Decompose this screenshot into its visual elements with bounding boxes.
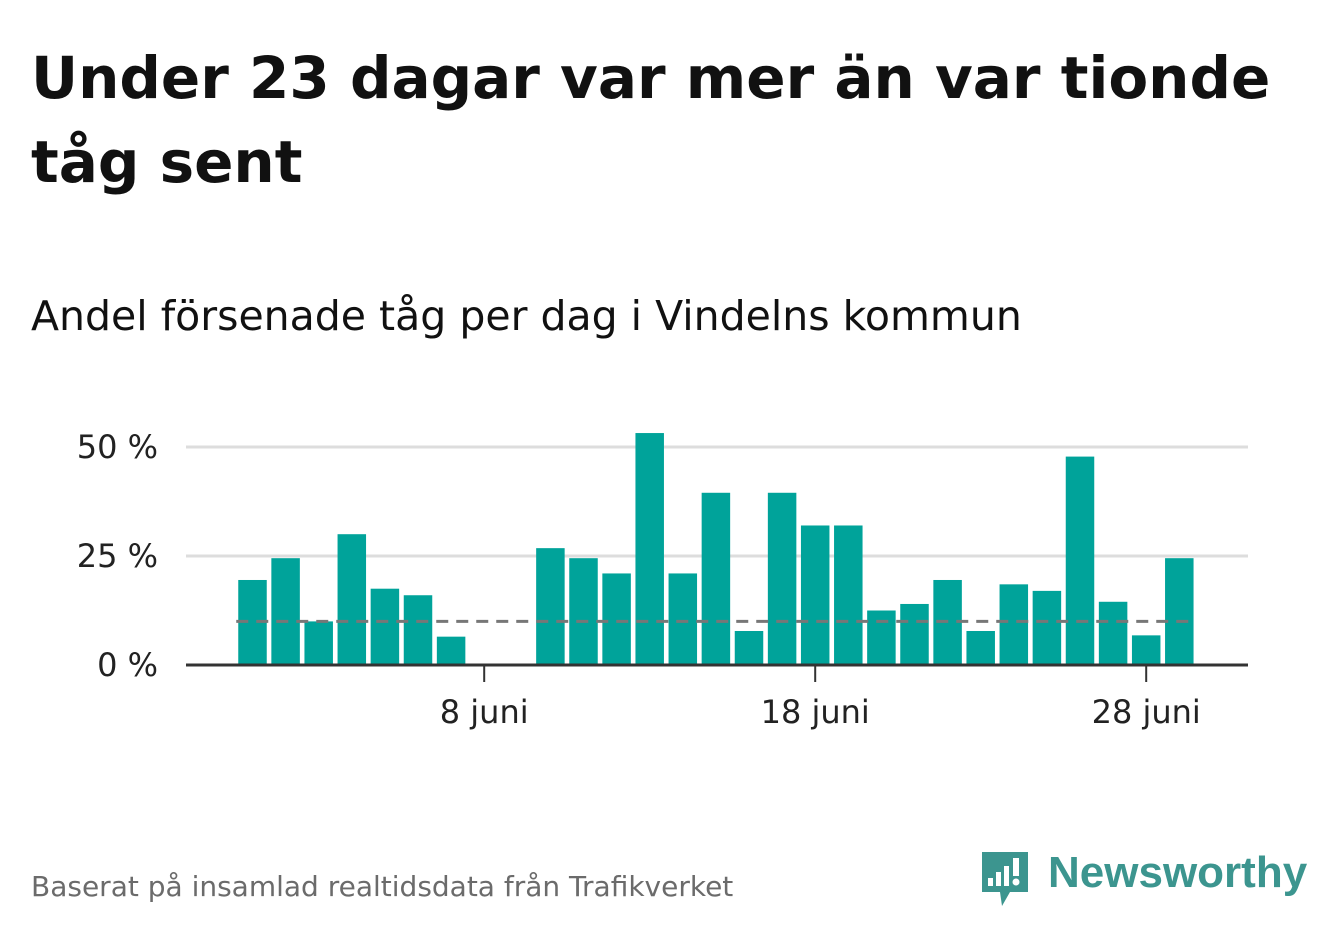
bar [900,603,929,665]
bar [370,588,400,665]
bar [834,525,863,665]
bar [602,573,631,665]
axes [186,663,1248,682]
y-tick-label: 25 % [77,537,158,575]
bar [436,636,466,665]
bar [966,630,995,665]
bar [635,433,664,665]
bar [999,584,1029,665]
bar [337,534,367,665]
source-note: Baserat på insamlad realtidsdata från Tr… [31,870,734,903]
bar [1065,456,1095,665]
bar [304,621,333,665]
bar [800,525,830,665]
bar-chart: 0 % 25 % 50 % 8 juni 18 juni 28 juni [77,428,1248,731]
chart-subtitle: Andel försenade tåg per dag i Vindelns k… [31,292,1022,340]
newsworthy-logo-icon [982,852,1028,906]
bar [767,492,797,665]
bar [734,630,764,665]
y-tick-label: 0 % [97,646,158,684]
x-tick-label: 18 juni [761,693,870,731]
bar [1131,635,1161,665]
bar [1032,590,1062,665]
x-tick-label: 28 juni [1092,693,1201,731]
tick-labels: 0 % 25 % 50 % 8 juni 18 juni 28 juni [77,428,1201,731]
y-tick-label: 50 % [77,428,158,466]
bar [867,610,896,665]
bar [271,558,300,665]
bar [701,492,731,665]
bar [403,595,433,665]
logo-text: Newsworthy [1048,848,1308,897]
bar [1098,601,1128,665]
chart-title: Under 23 dagar var mer än var tionde tåg… [31,44,1271,196]
bar [668,573,698,665]
bars [238,433,1194,665]
bar [1165,558,1194,665]
x-tick-label: 8 juni [440,693,529,731]
bar [569,558,598,665]
bar [536,548,565,665]
